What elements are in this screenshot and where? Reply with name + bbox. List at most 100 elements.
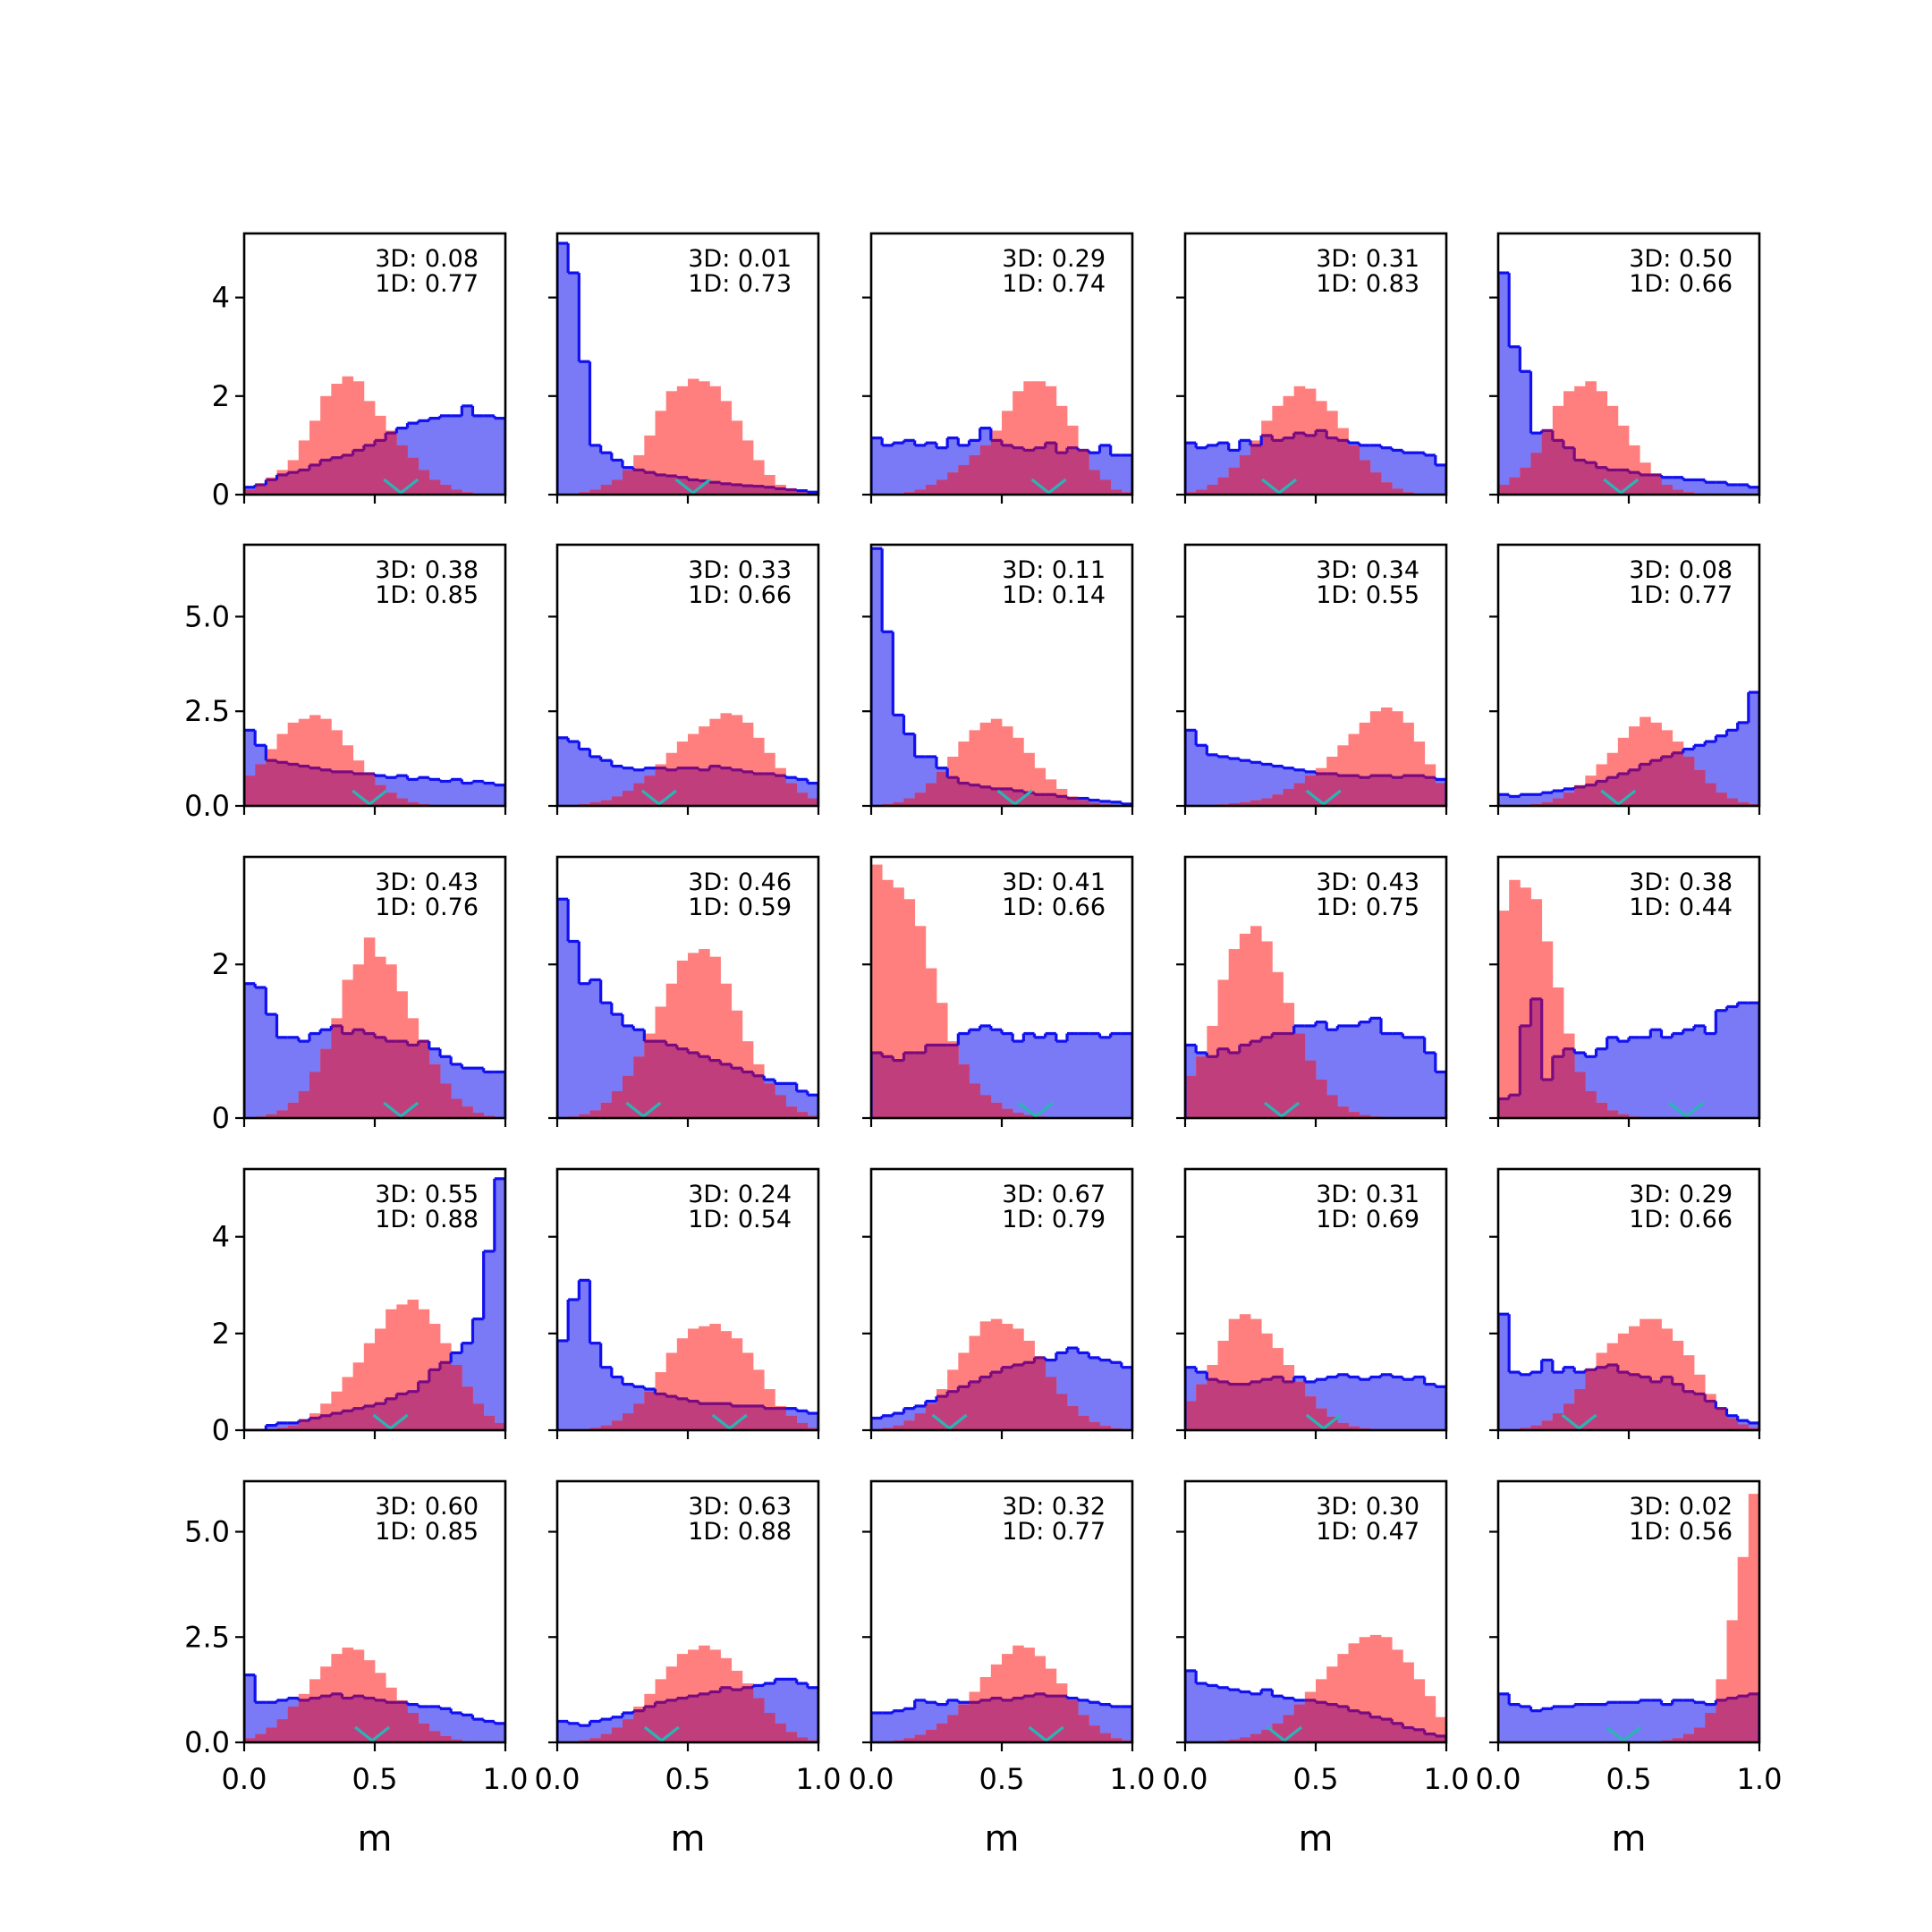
overlap-hist-bar	[1089, 1725, 1100, 1742]
overlap-hist-bar	[914, 1734, 927, 1742]
overlap-hist-bar	[676, 1698, 689, 1742]
overlap-hist-bar	[1228, 1739, 1241, 1742]
overlap-hist-bar	[1293, 1033, 1306, 1118]
overlap-hist-bar	[1541, 430, 1554, 495]
overlap-hist-bar	[1239, 1737, 1251, 1742]
overlap-hist-bar	[709, 1691, 721, 1742]
overlap-hist-bar	[1304, 775, 1317, 806]
overlap-hist-bar	[1530, 1425, 1543, 1430]
blue-hist-fill	[557, 899, 818, 1118]
overlap-hist-bar	[1585, 462, 1597, 495]
overlap-hist-bar	[276, 1428, 289, 1430]
overlap-hist-bar	[775, 1095, 786, 1118]
overlap-hist-bar	[287, 764, 300, 806]
annotation-3d: 3D: 0.43	[1316, 869, 1419, 896]
overlap-hist-bar	[796, 1422, 809, 1430]
overlap-hist-bar	[386, 1702, 397, 1742]
overlap-hist-bar	[1326, 1704, 1338, 1742]
overlap-hist-bar	[600, 1102, 613, 1118]
overlap-hist-bar	[1661, 484, 1674, 495]
overlap-hist-bar	[958, 1704, 970, 1742]
annotation-1d: 1D: 0.79	[1002, 1206, 1106, 1233]
x-tick-label: 0.0	[535, 1762, 580, 1796]
overlap-hist-bar	[1359, 460, 1371, 495]
overlap-hist-bar	[807, 1428, 818, 1430]
mean-marker-icon	[1266, 1725, 1302, 1742]
overlap-hist-bar	[936, 771, 948, 806]
overlap-hist-bar	[331, 1693, 343, 1742]
overlap-hist-bar	[990, 1698, 1003, 1742]
x-tick-label: 0.5	[665, 1762, 711, 1796]
overlap-hist-bar	[1563, 447, 1575, 495]
overlap-hist-bar	[1217, 477, 1230, 495]
overlap-hist-bar	[644, 1391, 656, 1430]
overlap-hist-bar	[1326, 437, 1338, 495]
overlap-hist-bar	[1013, 1698, 1024, 1742]
overlap-hist-bar	[255, 1733, 267, 1742]
red-hist-bar	[1748, 1494, 1759, 1742]
red-hist-bar	[709, 386, 721, 495]
overlap-hist-bar	[947, 472, 959, 495]
overlap-hist-bar	[731, 1068, 743, 1118]
annotation-3d: 3D: 0.31	[1316, 245, 1419, 273]
overlap-hist-bar	[785, 1106, 798, 1118]
overlap-hist-bar	[1716, 792, 1727, 806]
annotation-1d: 1D: 0.66	[1629, 1206, 1733, 1233]
overlap-hist-bar	[676, 767, 689, 806]
overlap-hist-bar	[276, 1719, 289, 1742]
overlap-hist-bar	[579, 1114, 590, 1118]
mean-marker-icon	[625, 1101, 662, 1118]
red-hist-bar	[1369, 1634, 1382, 1742]
overlap-hist-bar	[396, 1041, 408, 1118]
annotation-1d: 1D: 0.69	[1316, 1206, 1419, 1233]
overlap-hist-bar	[903, 492, 916, 495]
overlap-hist-bar	[440, 1083, 452, 1118]
overlap-hist-bar	[655, 474, 667, 495]
annotation-3d: 3D: 0.38	[1629, 869, 1733, 896]
x-tick-label: 0.5	[1606, 1762, 1652, 1796]
annotation-3d: 3D: 0.46	[688, 869, 792, 896]
overlap-hist-bar	[882, 1428, 894, 1430]
x-tick-label: 0.0	[222, 1762, 267, 1796]
overlap-hist-bar	[1705, 1713, 1716, 1742]
overlap-hist-bar	[1304, 1396, 1317, 1430]
mean-marker-icon	[372, 1413, 409, 1430]
overlap-hist-bar	[1228, 803, 1241, 806]
annotation-1d: 1D: 0.56	[1629, 1518, 1733, 1546]
x-tick-label: 0.5	[352, 1762, 398, 1796]
overlap-hist-bar	[699, 1693, 710, 1742]
overlap-hist-bar	[494, 1422, 505, 1430]
overlap-hist-bar	[309, 1698, 321, 1742]
overlap-hist-bar	[655, 1041, 667, 1118]
overlap-hist-bar	[396, 798, 408, 806]
overlap-hist-bar	[1672, 1738, 1684, 1742]
annotation-1d: 1D: 0.77	[375, 270, 479, 298]
overlap-hist-bar	[1239, 1384, 1251, 1430]
overlap-hist-bar	[1185, 1401, 1197, 1430]
overlap-hist-bar	[1737, 1424, 1750, 1430]
overlap-hist-bar	[785, 1732, 798, 1742]
mean-marker-icon	[1305, 1413, 1342, 1430]
overlap-hist-bar	[1694, 769, 1706, 806]
overlap-hist-bar	[1640, 474, 1651, 495]
overlap-hist-bar	[1304, 1699, 1317, 1742]
red-hist-bar	[1424, 1696, 1436, 1742]
annotation-3d: 3D: 0.63	[688, 1493, 792, 1521]
overlap-hist-bar	[1392, 1723, 1403, 1742]
overlap-hist-bar	[1520, 1428, 1531, 1430]
blue-hist-fill	[871, 548, 1132, 806]
red-hist-bar	[1381, 1637, 1393, 1742]
overlap-hist-bar	[1541, 801, 1554, 806]
overlap-hist-bar	[1682, 1733, 1695, 1742]
annotation-1d: 1D: 0.59	[688, 894, 792, 921]
overlap-hist-bar	[1089, 1421, 1100, 1430]
overlap-hist-bar	[1110, 489, 1123, 495]
overlap-hist-bar	[1348, 1426, 1360, 1430]
blue-hist-fill	[557, 1280, 818, 1430]
overlap-hist-bar	[893, 801, 904, 806]
